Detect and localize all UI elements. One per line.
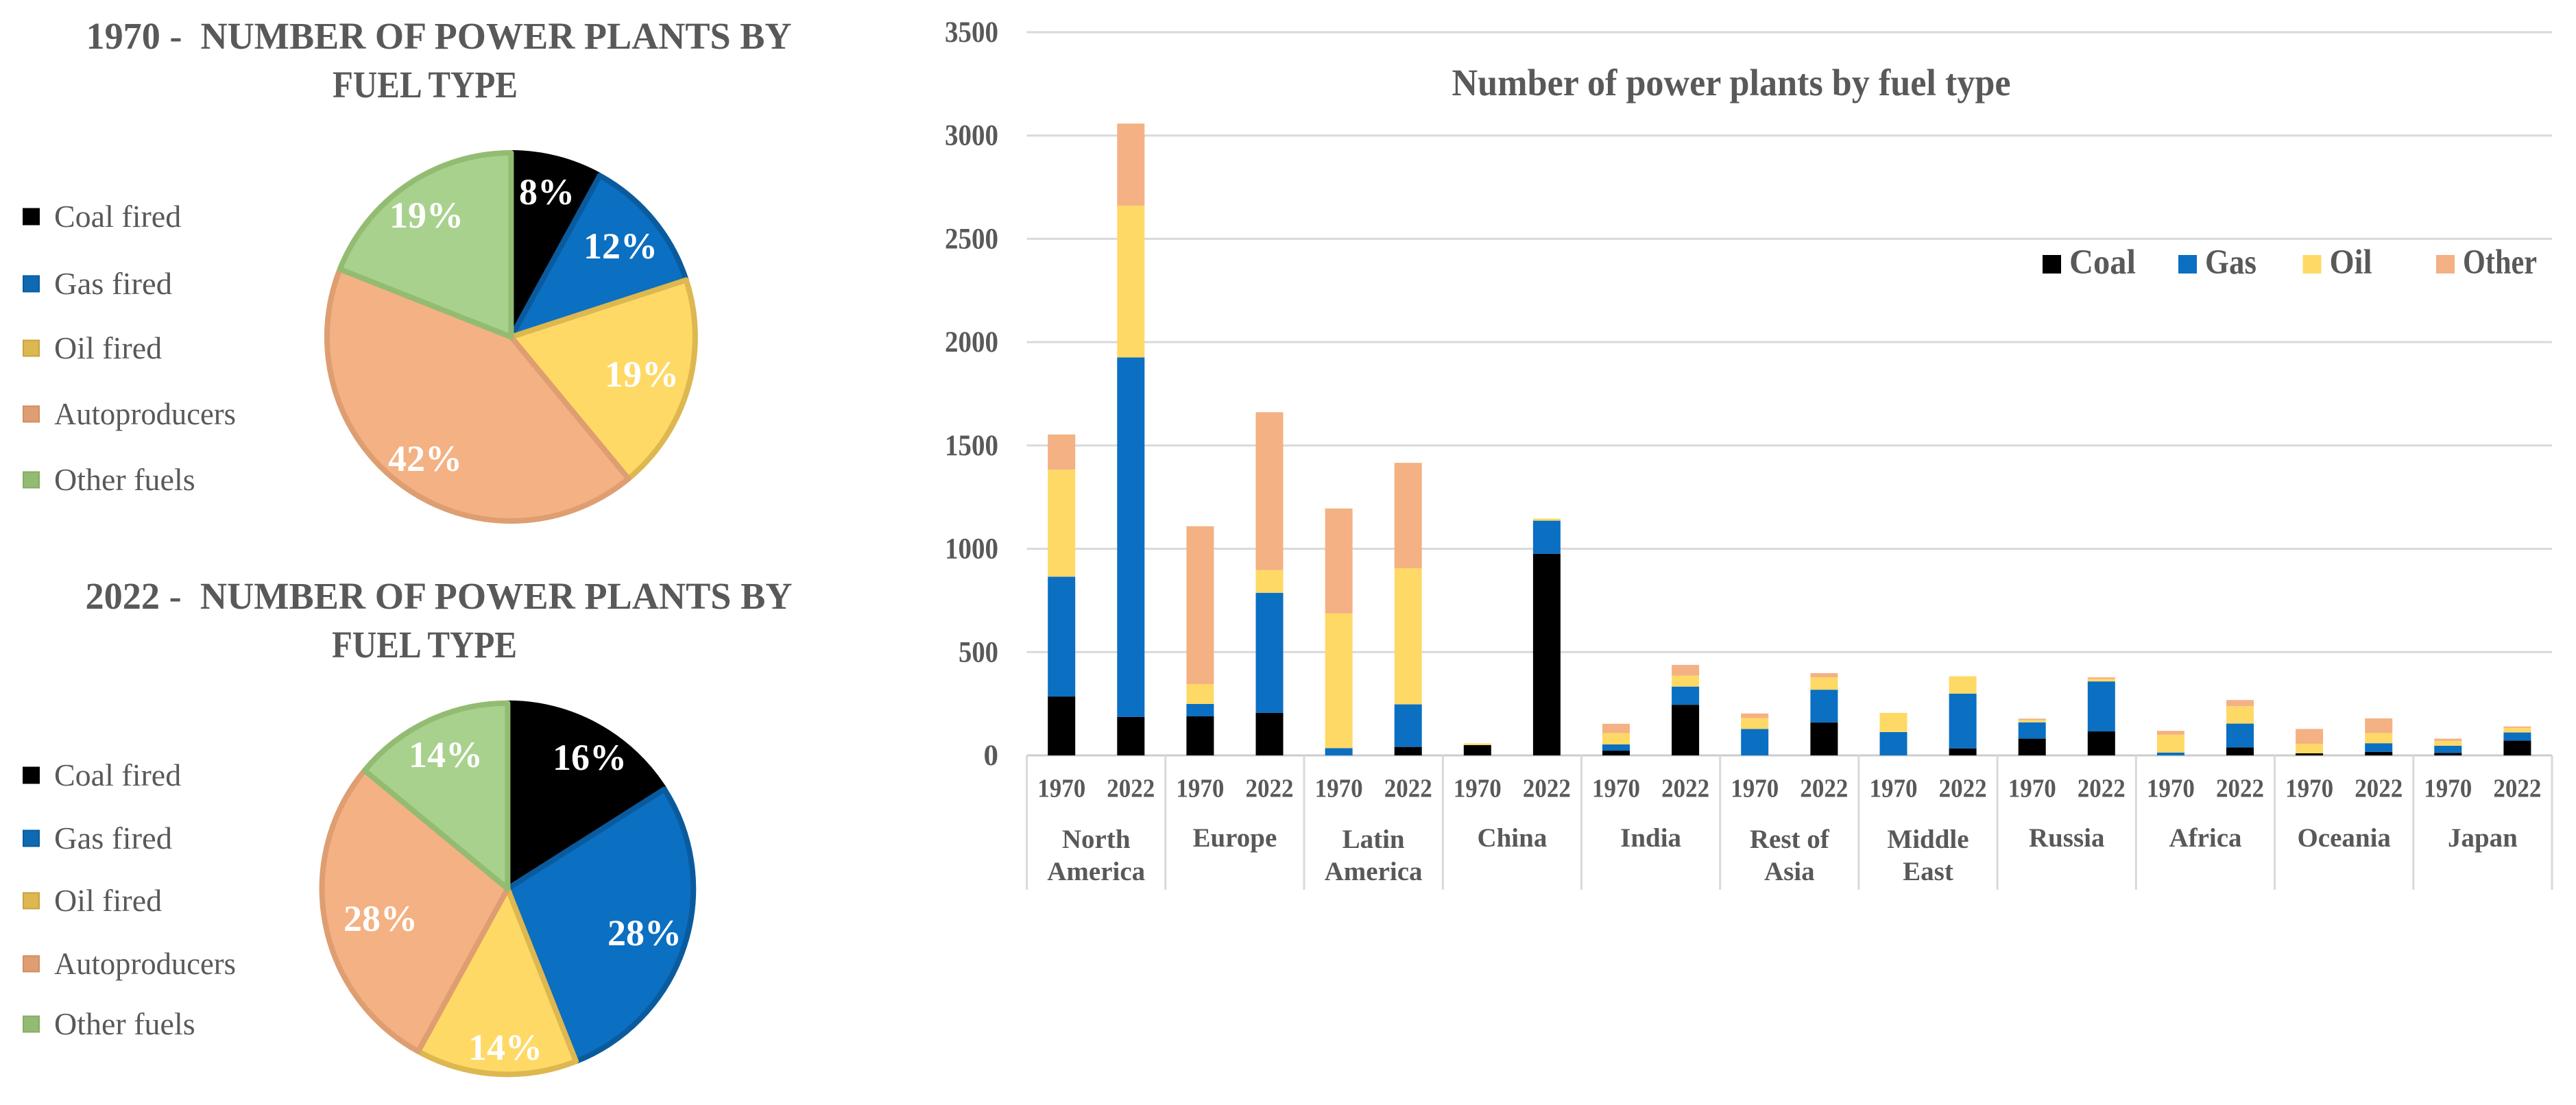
svg-text:China: China bbox=[1477, 823, 1547, 853]
svg-text:1500: 1500 bbox=[945, 430, 998, 462]
svg-text:Gas: Gas bbox=[2205, 243, 2256, 282]
svg-text:1970: 1970 bbox=[2424, 775, 2472, 803]
svg-text:Gas fired: Gas fired bbox=[54, 266, 172, 301]
svg-text:1970: 1970 bbox=[2008, 775, 2056, 803]
svg-text:19%: 19% bbox=[605, 354, 679, 395]
svg-text:Oil fired: Oil fired bbox=[54, 330, 162, 365]
svg-text:2000: 2000 bbox=[945, 326, 998, 359]
svg-text:Other fuels: Other fuels bbox=[54, 1006, 195, 1041]
svg-text:2022: 2022 bbox=[2493, 775, 2541, 803]
svg-text:1970: 1970 bbox=[1176, 775, 1224, 803]
svg-text:Autoproducers: Autoproducers bbox=[54, 946, 236, 981]
svg-text:1970: 1970 bbox=[1592, 775, 1640, 803]
svg-text:0: 0 bbox=[984, 740, 999, 772]
svg-text:2022 - NUMBER OF POWER PLANTS: 2022 - NUMBER OF POWER PLANTS BY bbox=[86, 575, 793, 617]
svg-text:1000: 1000 bbox=[945, 533, 998, 566]
svg-text:2022: 2022 bbox=[1246, 775, 1294, 803]
svg-text:1970 - NUMBER OF POWER PLANTS: 1970 - NUMBER OF POWER PLANTS BY bbox=[86, 15, 792, 57]
svg-text:FUEL TYPE: FUEL TYPE bbox=[333, 64, 518, 106]
svg-text:Other: Other bbox=[2463, 243, 2537, 282]
svg-text:Europe: Europe bbox=[1192, 823, 1277, 853]
svg-text:14%: 14% bbox=[409, 734, 483, 775]
svg-text:8%: 8% bbox=[519, 171, 575, 212]
svg-text:Latin: Latin bbox=[1343, 825, 1405, 854]
svg-text:28%: 28% bbox=[607, 912, 682, 954]
svg-text:14%: 14% bbox=[468, 1027, 542, 1068]
svg-text:Rest of: Rest of bbox=[1750, 825, 1830, 854]
svg-text:19%: 19% bbox=[389, 195, 464, 236]
svg-text:1970: 1970 bbox=[1454, 775, 1502, 803]
svg-text:1970: 1970 bbox=[1870, 775, 1918, 803]
svg-text:2022: 2022 bbox=[2216, 775, 2264, 803]
svg-text:North: North bbox=[1062, 825, 1131, 854]
svg-text:1970: 1970 bbox=[2285, 775, 2333, 803]
svg-text:East: East bbox=[1903, 857, 1953, 886]
svg-text:2022: 2022 bbox=[2078, 775, 2126, 803]
svg-text:Japan: Japan bbox=[2448, 823, 2518, 853]
svg-text:America: America bbox=[1325, 857, 1423, 886]
svg-text:2500: 2500 bbox=[945, 223, 998, 255]
svg-text:42%: 42% bbox=[388, 438, 462, 479]
svg-text:Number of power plants by fuel: Number of power plants by fuel type bbox=[1452, 62, 2011, 104]
svg-text:3000: 3000 bbox=[945, 120, 998, 152]
svg-text:12%: 12% bbox=[583, 226, 658, 267]
svg-text:16%: 16% bbox=[553, 737, 627, 778]
svg-text:Other fuels: Other fuels bbox=[54, 462, 195, 497]
svg-text:2022: 2022 bbox=[1523, 775, 1571, 803]
svg-text:1970: 1970 bbox=[2147, 775, 2195, 803]
svg-text:Russia: Russia bbox=[2029, 823, 2105, 853]
svg-text:America: America bbox=[1047, 857, 1145, 886]
svg-text:Asia: Asia bbox=[1764, 857, 1815, 886]
svg-text:India: India bbox=[1620, 823, 1681, 853]
svg-text:Autoproducers: Autoproducers bbox=[54, 396, 236, 431]
svg-text:1970: 1970 bbox=[1315, 775, 1363, 803]
svg-text:Oil fired: Oil fired bbox=[54, 883, 162, 918]
svg-text:Africa: Africa bbox=[2169, 823, 2241, 853]
svg-text:FUEL TYPE: FUEL TYPE bbox=[332, 624, 517, 666]
svg-text:28%: 28% bbox=[344, 898, 418, 939]
svg-text:2022: 2022 bbox=[1800, 775, 1848, 803]
svg-text:2022: 2022 bbox=[2355, 775, 2403, 803]
svg-text:3500: 3500 bbox=[945, 16, 998, 49]
svg-text:1970: 1970 bbox=[1731, 775, 1779, 803]
svg-text:500: 500 bbox=[959, 636, 998, 668]
svg-text:2022: 2022 bbox=[1384, 775, 1432, 803]
svg-text:Coal: Coal bbox=[2069, 243, 2136, 282]
svg-text:Oil: Oil bbox=[2330, 243, 2372, 282]
svg-text:Coal fired: Coal fired bbox=[54, 757, 181, 792]
svg-text:Oceania: Oceania bbox=[2297, 823, 2390, 853]
svg-text:2022: 2022 bbox=[1939, 775, 1987, 803]
svg-text:2022: 2022 bbox=[1661, 775, 1709, 803]
svg-text:Coal fired: Coal fired bbox=[54, 199, 181, 234]
svg-text:Middle: Middle bbox=[1887, 825, 1969, 854]
svg-text:1970: 1970 bbox=[1037, 775, 1085, 803]
svg-text:Gas fired: Gas fired bbox=[54, 821, 172, 855]
svg-text:2022: 2022 bbox=[1107, 775, 1155, 803]
